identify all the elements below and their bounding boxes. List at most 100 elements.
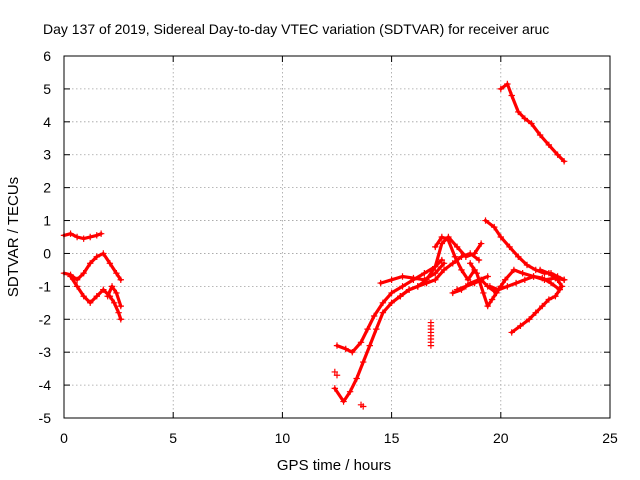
data-point [482,217,489,224]
data-point [480,289,487,297]
data-point [342,345,349,353]
data-point [449,260,456,267]
data-point [525,316,533,323]
data-point [497,283,504,290]
data-point [554,151,561,158]
x-tick-label: 0 [60,430,68,446]
data-point [560,158,568,165]
data-point [73,233,81,241]
data-point [515,253,522,260]
data-point [80,270,87,277]
chart-title: Day 137 of 2019, Sidereal Day-to-day VTE… [43,21,549,37]
series-isolated-points [331,319,435,410]
data-point [467,279,474,287]
data-point [519,270,526,277]
y-tick-label: 6 [43,48,51,64]
series-trace-14 [467,260,504,310]
data-point [539,274,546,282]
y-tick-label: -2 [39,311,52,327]
data-point [521,115,529,122]
data-point [423,279,430,287]
y-tick-label: 5 [43,81,51,97]
data-point [331,368,339,376]
data-point [517,322,524,330]
data-point [353,375,360,382]
data-point [93,253,100,260]
data-point [473,270,480,277]
data-point [467,260,474,267]
data-point [388,276,395,283]
series-trace-4 [104,283,124,310]
data-point [484,302,491,310]
data-point [440,260,448,267]
data-point [104,293,111,300]
x-tick-label: 15 [384,430,400,446]
data-point [510,266,518,274]
y-tick-label: 2 [43,180,51,196]
data-point [521,276,529,283]
y-tick-label: 1 [43,213,51,229]
data-point [432,276,439,283]
series-line-trace-11 [483,218,566,282]
data-point [379,299,387,307]
data-point [117,276,124,283]
data-point [357,339,365,346]
data-point [80,293,87,300]
series-trace-13 [486,273,563,293]
data-point [458,286,465,293]
data-point [427,342,435,349]
y-tick-label: -1 [39,278,52,294]
y-tick-label: -4 [39,377,52,393]
data-point [360,358,367,366]
data-point [506,243,513,251]
plot-frame [63,55,611,419]
data-point [475,276,483,283]
data-point [477,240,485,247]
data-point [108,283,116,290]
data-point [346,388,354,395]
y-axis-label: SDTVAR / TECUs [5,177,22,297]
x-tick-label: 25 [602,430,618,446]
data-point [73,283,81,290]
data-point [545,270,553,277]
data-point [545,141,553,149]
data-point [414,283,422,290]
data-point [491,223,498,231]
series-trace-1 [60,230,105,242]
data-point [449,289,456,297]
data-point [432,263,439,270]
data-point [467,250,474,257]
data-point [364,325,371,333]
series-line-trace-2 [62,251,123,282]
data-point [560,276,568,283]
data-point [432,270,439,277]
data-point [117,302,124,310]
data-point [451,253,459,260]
data-points [60,80,568,410]
series-line-trace-4 [106,284,123,308]
data-point [117,316,124,323]
data-point [547,279,555,287]
data-point [438,233,446,241]
data-point [523,261,531,269]
ticks: 0 5 10 15 20 25 -5 -4 -3 -2 -1 0 1 2 3 4 5 6 [39,48,618,446]
data-point [67,230,74,237]
data-point [373,325,380,333]
data-point [340,398,347,405]
series-line-trace-1 [62,232,103,241]
data-point [87,260,94,267]
data-point [100,286,107,293]
data-point [464,276,472,283]
data-point [554,276,561,283]
data-point [377,279,384,287]
series-trace-16 [497,80,568,165]
data-point [532,309,539,316]
y-tick-label: 3 [43,147,51,163]
data-point [97,230,105,237]
data-point [399,273,406,280]
data-point [397,293,404,300]
series-trace-5 [333,256,446,356]
data-point [486,283,494,290]
data-point [497,85,504,93]
series-line-trace-16 [499,82,566,163]
